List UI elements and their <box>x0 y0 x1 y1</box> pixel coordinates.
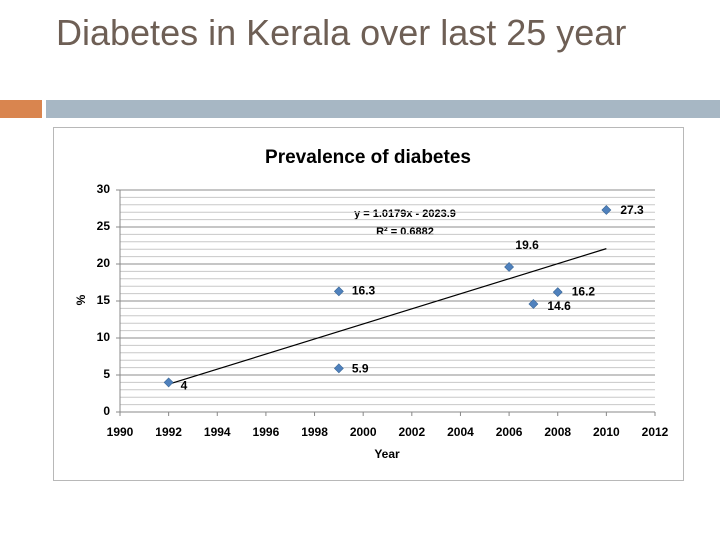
x-tick-label: 1998 <box>301 425 328 439</box>
x-tick-label: 2010 <box>593 425 620 439</box>
y-tick-label: 5 <box>103 367 110 381</box>
trendline-equation: y = 1.0179x - 2023.9 <box>354 208 456 220</box>
trendline <box>168 248 607 385</box>
data-label: 16.3 <box>352 284 376 298</box>
accent-block <box>0 100 42 118</box>
y-tick-label: 15 <box>97 293 111 307</box>
header-bar <box>46 100 720 118</box>
data-label: 5.9 <box>352 362 369 376</box>
x-tick-label: 2000 <box>350 425 377 439</box>
data-label: 14.6 <box>547 299 571 313</box>
data-point <box>333 363 344 374</box>
x-tick-label: 1996 <box>253 425 280 439</box>
y-tick-label: 0 <box>103 404 110 418</box>
data-label: 16.2 <box>572 284 596 298</box>
data-point <box>552 287 563 298</box>
data-point <box>333 286 344 297</box>
y-tick-label: 20 <box>97 256 111 270</box>
x-tick-label: 1992 <box>155 425 182 439</box>
data-label: 4 <box>181 379 188 393</box>
y-tick-label: 30 <box>97 182 111 196</box>
x-tick-label: 2004 <box>447 425 474 439</box>
x-tick-label: 2012 <box>642 425 669 439</box>
data-point <box>504 262 515 272</box>
x-tick-label: 1994 <box>204 425 231 439</box>
trendline-r2: R² = 0.6882 <box>376 226 434 238</box>
chart-title: Prevalence of diabetes <box>265 147 471 168</box>
y-axis-label: % <box>74 294 88 305</box>
data-point <box>601 205 612 215</box>
data-label: 19.6 <box>515 238 539 252</box>
x-tick-label: 2006 <box>496 425 523 439</box>
y-tick-label: 10 <box>97 330 111 344</box>
data-point <box>528 299 539 309</box>
x-tick-label: 2002 <box>398 425 425 439</box>
x-tick-label: 1990 <box>107 425 134 439</box>
slide-title: Diabetes in Kerala over last 25 year <box>56 12 627 53</box>
x-tick-label: 2008 <box>544 425 571 439</box>
chart-frame <box>53 127 684 481</box>
y-tick-label: 25 <box>97 219 111 233</box>
data-point <box>163 377 174 388</box>
data-label: 27.3 <box>620 203 644 217</box>
x-axis-label: Year <box>374 447 400 461</box>
